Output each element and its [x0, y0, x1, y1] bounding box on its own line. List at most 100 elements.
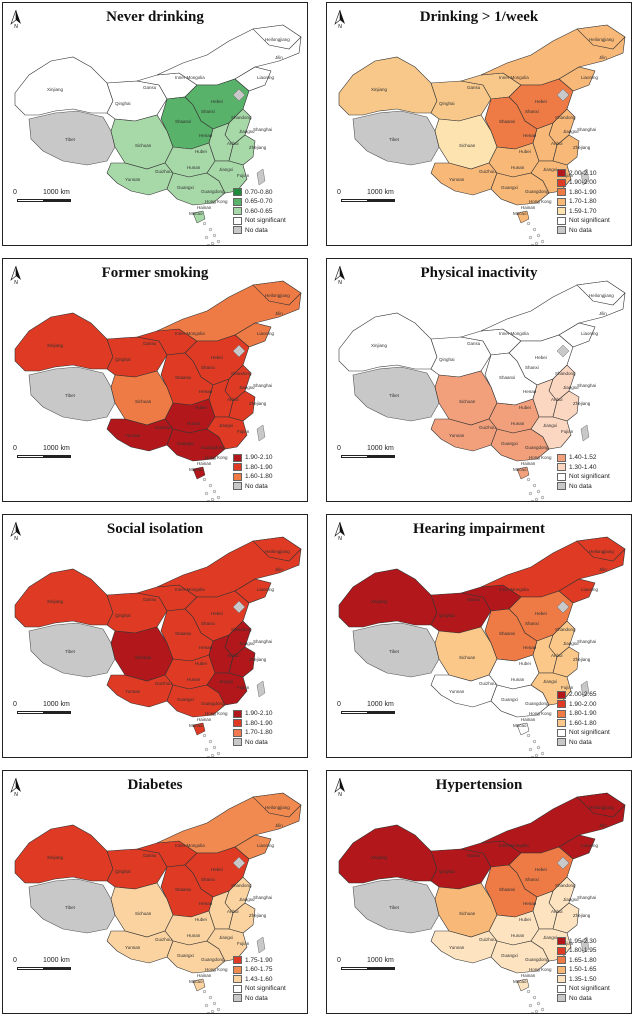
province-label: Liaoning [581, 587, 599, 592]
province-label: Jiangxi [543, 935, 557, 940]
province-label: Shaanxi [499, 375, 515, 380]
region-beijing-no-data [232, 600, 246, 614]
region-beijing-no-data [556, 856, 570, 870]
legend-item: 1.60-1.80 [557, 719, 610, 729]
island-mark [528, 491, 533, 496]
province-label: Hubei [519, 661, 531, 666]
region-taiwan-no-data [256, 424, 266, 442]
province-label: Shanxi [201, 621, 215, 626]
legend-label: 0.65-0.70 [245, 198, 273, 206]
province-label: Anhui [551, 397, 563, 402]
island-mark [530, 755, 534, 757]
province-label: Jiangsu [239, 129, 255, 134]
province-label: Jiangsu [563, 641, 579, 646]
province-label: Shanghai [253, 895, 272, 900]
province-label: Shanghai [577, 383, 596, 388]
legend-swatch [233, 188, 242, 197]
province-label: Xinjiang [47, 343, 64, 348]
province-label: Zhejiang [573, 401, 591, 406]
legend-label: 1.80-1.90 [569, 188, 597, 196]
region-south-12 [490, 684, 550, 718]
legend-item: 1.40-1.52 [557, 453, 610, 463]
legend: 2.00-2.10 1.90-2.00 1.80-1.90 1.70-1.80 1.59… [557, 169, 610, 236]
legend-swatch [557, 937, 566, 946]
legend-swatch [557, 178, 566, 187]
province-label: Gansu [467, 341, 481, 346]
province-label: Henan [523, 389, 537, 394]
island-mark [530, 499, 534, 501]
province-label: Heilongjiang [265, 293, 290, 298]
svg-text:N: N [14, 280, 18, 284]
legend-label: No data [569, 994, 592, 1002]
province-label: Hainan [521, 717, 536, 722]
province-label: Guizhou [155, 681, 172, 686]
panel-title: Drinking > 1/week [419, 9, 539, 25]
province-label: Jiangxi [543, 679, 557, 684]
island-mark [540, 495, 545, 500]
legend-item: No data [557, 482, 610, 492]
province-label: Anhui [227, 397, 239, 402]
legend-label: Not significant [569, 985, 610, 993]
province-label: Henan [199, 389, 213, 394]
legend-item: 1.90-2.00 [557, 178, 610, 188]
province-label: Jilin [275, 55, 283, 60]
island-mark [204, 1003, 209, 1008]
island-mark [528, 747, 533, 752]
legend-item: No data [557, 226, 610, 236]
province-label: Shanxi [201, 365, 215, 370]
province-label: Guangdong [525, 189, 549, 194]
region-taiwan-no-data [256, 936, 266, 954]
legend-label: No data [245, 482, 268, 490]
province-label: Jiangxi [219, 935, 233, 940]
province-label: Anhui [551, 909, 563, 914]
svg-text:N: N [14, 24, 18, 28]
province-label: Guangxi [501, 185, 518, 190]
legend-item: Not significant [557, 216, 610, 226]
legend-label: 1.75-1.90 [245, 956, 273, 964]
island-mark [526, 477, 531, 482]
province-label: Yunnan [449, 689, 465, 694]
scale-graphic [341, 199, 395, 202]
province-label: Tibet [65, 393, 76, 398]
province-label: Guizhou [155, 937, 172, 942]
province-label: Zhejiang [573, 145, 591, 150]
legend-swatch [557, 188, 566, 197]
province-label: Guangxi [177, 697, 194, 702]
island-mark [216, 1007, 221, 1012]
province-label: Gansu [467, 853, 481, 858]
island-mark [534, 1009, 539, 1013]
province-label: Hong Kong [529, 199, 552, 204]
province-label: Liaoning [257, 587, 275, 592]
island-mark [206, 755, 210, 757]
province-label: Jilin [599, 823, 607, 828]
province-label: Shanghai [253, 127, 272, 132]
province-label: Fujian [561, 941, 574, 946]
legend-label: No data [569, 482, 592, 490]
province-label: Liaoning [581, 843, 599, 848]
province-label: Shandong [555, 883, 576, 888]
legend-label: 1.90-2.10 [245, 454, 273, 462]
legend-item: 1.80-1.90 [233, 719, 272, 729]
province-label: Guangdong [201, 957, 225, 962]
province-label: Henan [523, 901, 537, 906]
province-label: Sichuan [135, 143, 152, 148]
region-hainan [516, 466, 530, 480]
north-arrow-icon: N [334, 10, 346, 28]
scale-bar: 0 1000 km [13, 701, 83, 717]
province-label: Hunan [511, 933, 525, 938]
legend-label: No data [245, 226, 268, 234]
island-mark [540, 1007, 545, 1012]
province-label: Qinghai [115, 869, 131, 874]
north-arrow-icon: N [10, 778, 22, 796]
scale-zero: 0 [13, 445, 17, 452]
province-label: Heilongjiang [589, 37, 614, 42]
china-map: Xinjiang Tibet Qinghai Gansu Inner Mongolia S… [14, 792, 302, 1013]
island-mark [210, 497, 215, 501]
province-label: Shaanxi [175, 631, 191, 636]
province-label: Hebei [211, 867, 223, 872]
legend-label: No data [569, 226, 592, 234]
panel-title: Never drinking [106, 9, 204, 25]
scale-zero: 0 [13, 701, 17, 708]
province-label: Heilongjiang [265, 549, 290, 554]
province-label: Hainan [197, 461, 212, 466]
